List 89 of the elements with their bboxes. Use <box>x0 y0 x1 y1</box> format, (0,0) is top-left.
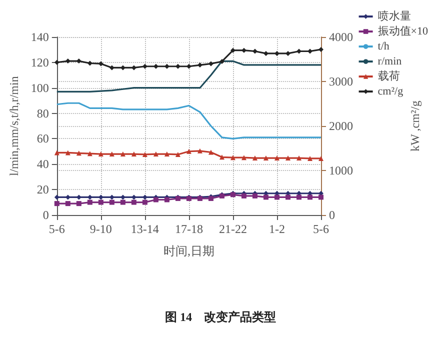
point <box>186 148 192 154</box>
point <box>109 65 114 70</box>
point <box>98 200 104 205</box>
line-series <box>56 102 322 140</box>
point <box>318 194 324 200</box>
point <box>296 156 302 161</box>
point <box>219 58 224 64</box>
point <box>54 201 60 206</box>
point <box>87 60 92 66</box>
point <box>230 155 236 160</box>
y2-axis-title: kW ,cm²/g <box>408 100 422 152</box>
point <box>87 151 92 156</box>
point <box>131 152 136 157</box>
point <box>54 150 60 156</box>
legend-label: r/min <box>378 56 402 68</box>
y2-tick-label: 0 <box>329 208 335 222</box>
point <box>230 48 236 53</box>
legend-label: 振动值×10 <box>378 26 428 38</box>
point <box>252 156 258 161</box>
point <box>208 61 214 66</box>
point <box>142 152 148 157</box>
point <box>241 193 246 198</box>
legend-label: cm²/g <box>378 86 404 98</box>
y-tick-label: 80 <box>36 106 49 120</box>
y2-tick-label: 3000 <box>329 74 353 88</box>
point <box>263 50 268 56</box>
point <box>274 156 280 161</box>
point <box>54 194 60 200</box>
point <box>208 150 214 155</box>
point <box>76 201 82 206</box>
y-tick-label: 100 <box>30 80 49 95</box>
point <box>307 194 312 200</box>
point <box>109 152 114 157</box>
legend-label: t/h <box>378 40 390 52</box>
y-tick-label: 20 <box>36 182 49 197</box>
point <box>164 152 170 157</box>
line-series <box>56 60 322 92</box>
y-tick-label: 40 <box>36 157 49 172</box>
y2-tick-label: 2000 <box>329 119 353 133</box>
point <box>87 200 92 205</box>
point <box>142 64 148 69</box>
point <box>252 193 258 198</box>
point <box>285 156 290 161</box>
point <box>109 200 114 205</box>
point <box>54 60 60 65</box>
x-tick-label: 9-10 <box>90 222 112 236</box>
point <box>318 156 324 161</box>
point <box>307 156 312 161</box>
point <box>263 156 268 161</box>
x-tick-label: 1-2 <box>268 222 285 236</box>
y-axis-title: l/min,mm/s,t/h,r/min <box>7 76 21 176</box>
point <box>153 152 158 157</box>
point <box>318 46 324 52</box>
y2-tick-label: 1000 <box>329 164 353 178</box>
legend-label: 载荷 <box>378 70 400 82</box>
x-tick-label: 17-18 <box>174 222 203 236</box>
point <box>241 155 246 160</box>
x-tick-label: 5-6 <box>48 222 65 236</box>
y2-tick-label: 4000 <box>329 30 353 44</box>
x-tick-label: 21-22 <box>218 222 247 236</box>
point <box>131 200 136 205</box>
y-tick-label: 140 <box>30 30 49 44</box>
point <box>164 197 170 202</box>
point <box>252 48 258 54</box>
point <box>65 150 70 156</box>
point <box>219 154 224 160</box>
x-tick-label: 13-14 <box>130 222 159 236</box>
legend-label: 喷水量 <box>378 10 411 22</box>
point <box>274 194 280 200</box>
point <box>76 150 82 156</box>
x-axis-title: 时间,日期 <box>163 244 214 258</box>
point <box>175 152 180 157</box>
point <box>120 152 126 157</box>
point <box>65 201 70 206</box>
point <box>296 194 302 200</box>
point <box>285 194 290 200</box>
y-tick-label: 60 <box>36 132 49 146</box>
x-tick-label: 5-6 <box>313 222 329 236</box>
point <box>142 200 148 205</box>
point <box>296 48 302 54</box>
point <box>98 152 104 157</box>
point <box>197 148 202 154</box>
text: 图 14 改变产品类型 <box>165 310 276 324</box>
y-tick-label: 0 <box>42 208 49 222</box>
point <box>98 61 104 66</box>
point <box>263 194 268 200</box>
y-tick-label: 120 <box>30 55 49 70</box>
point <box>153 197 158 202</box>
point <box>120 200 126 205</box>
